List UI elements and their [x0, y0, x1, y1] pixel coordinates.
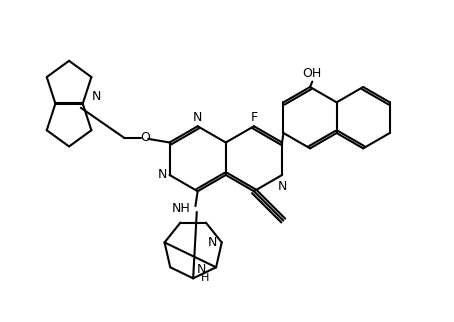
Text: N: N: [277, 179, 287, 193]
Text: O: O: [140, 131, 150, 145]
Text: N: N: [208, 236, 217, 249]
Text: NH: NH: [172, 202, 191, 215]
Text: N: N: [91, 90, 101, 102]
Text: OH: OH: [303, 67, 322, 80]
Text: N: N: [197, 263, 206, 276]
Text: N: N: [193, 111, 202, 124]
Text: H: H: [201, 273, 210, 283]
Text: F: F: [250, 111, 257, 124]
Text: N: N: [158, 168, 167, 182]
